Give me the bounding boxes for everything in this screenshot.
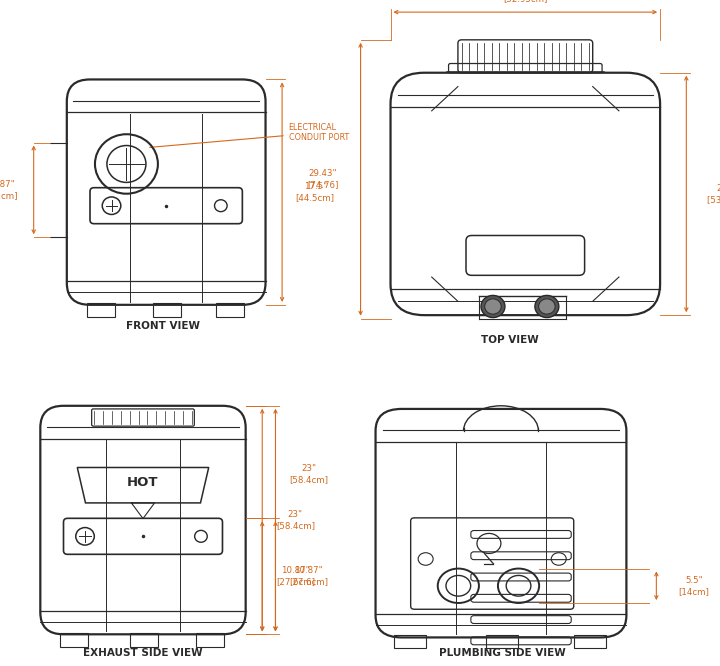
Text: 17.5"
[44.5cm]: 17.5" [44.5cm]	[296, 182, 335, 202]
Text: 21"
[53 cm]: 21" [53 cm]	[707, 184, 720, 204]
Text: ELECTRICAL
CONDUIT PORT: ELECTRICAL CONDUIT PORT	[150, 123, 349, 147]
Circle shape	[485, 299, 501, 314]
Text: 20.85"
[52.95cm]: 20.85" [52.95cm]	[503, 0, 547, 3]
Text: EXHAUST SIDE VIEW: EXHAUST SIDE VIEW	[84, 648, 203, 658]
Circle shape	[481, 296, 505, 318]
Circle shape	[535, 296, 559, 318]
Text: TOP VIEW: TOP VIEW	[482, 334, 539, 344]
Circle shape	[539, 299, 555, 314]
Text: PLUMBING SIDE VIEW: PLUMBING SIDE VIEW	[439, 648, 566, 658]
Text: 10.87"
[28.cm]: 10.87" [28.cm]	[0, 180, 17, 200]
Bar	[130, 633, 158, 647]
Text: 23"
[58.4cm]: 23" [58.4cm]	[276, 510, 315, 530]
Text: FRONT VIEW: FRONT VIEW	[126, 322, 200, 332]
Bar	[574, 635, 606, 649]
Bar	[86, 303, 115, 318]
Text: 23"
[58.4cm]: 23" [58.4cm]	[289, 464, 328, 484]
Bar	[196, 633, 224, 647]
Bar	[216, 303, 244, 318]
Bar	[153, 303, 181, 318]
Text: 29.43"
[74.76]: 29.43" [74.76]	[307, 169, 339, 189]
Bar	[60, 633, 89, 647]
Bar	[395, 635, 426, 649]
Text: 10.87"
[27.6cm]: 10.87" [27.6cm]	[289, 566, 328, 586]
Text: HOT: HOT	[127, 476, 158, 489]
Bar	[486, 635, 518, 649]
Text: 5.5"
[14cm]: 5.5" [14cm]	[678, 575, 709, 596]
Text: 10.87"
[27.6cm]: 10.87" [27.6cm]	[276, 566, 315, 586]
